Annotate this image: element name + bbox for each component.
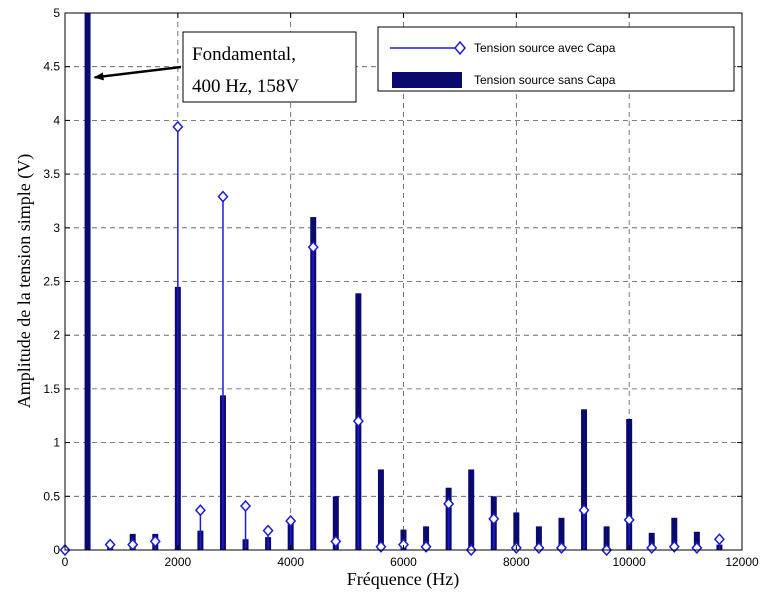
- y-tick-label: 0: [53, 543, 60, 557]
- bar-11200hz: [693, 531, 700, 550]
- bar-400hz: [84, 13, 91, 550]
- stem-marker-3600hz: [262, 524, 274, 537]
- y-tick-label: 0.5: [43, 489, 60, 503]
- stem-marker-10800hz: [668, 540, 680, 553]
- bar-10400hz: [648, 532, 655, 550]
- stem-marker-4800hz: [330, 535, 342, 548]
- annotation-line-1: Fondamental,: [192, 44, 296, 65]
- stem-marker-7600hz: [488, 512, 500, 525]
- x-axis-label: Fréquence (Hz): [347, 569, 459, 590]
- x-tick-label: 12000: [725, 555, 759, 569]
- legend: Tension source avec Capa Tension source …: [377, 26, 735, 92]
- stem-marker-5200hz: [352, 414, 364, 428]
- y-tick-label: 3.5: [43, 167, 60, 181]
- legend-diamond-marker: [454, 40, 466, 56]
- y-tick-label: 5: [53, 6, 60, 20]
- bar-6400hz: [423, 526, 430, 550]
- legend-bar-swatch: [392, 72, 462, 88]
- y-tick-label: 4.5: [43, 60, 60, 74]
- y-tick-label: 2: [53, 328, 60, 342]
- stem-marker-2800hz: [217, 190, 229, 203]
- bar-7200hz: [468, 469, 475, 550]
- legend-entry-sans-capa: Tension source sans Capa: [474, 73, 616, 87]
- stem-marker-10000hz: [623, 513, 635, 527]
- y-tick-label: 1: [53, 436, 60, 450]
- annotation-box: [182, 31, 357, 103]
- bar-4800hz: [332, 496, 339, 550]
- tick-labels: 0 2000 4000 6000 8000 10000 12000 0 0.5 1 1.5 2 2.5 3…: [43, 6, 759, 569]
- legend-entry-avec-capa: Tension source avec Capa: [474, 41, 616, 55]
- stem-marker-6400hz: [420, 540, 432, 553]
- x-tick-label: 6000: [390, 555, 417, 569]
- stem-marker-11600hz: [713, 533, 725, 546]
- stem-marker-6800hz: [443, 497, 455, 510]
- stem-marker-9200hz: [578, 504, 590, 517]
- stem-marker-4000hz: [285, 514, 297, 528]
- stem-marker-2400hz: [194, 504, 206, 517]
- x-tick-label: 2000: [164, 555, 191, 569]
- stem-series-avec-capa: [59, 120, 725, 557]
- bar-9600hz: [603, 526, 610, 550]
- x-tick-label: 8000: [503, 555, 530, 569]
- annotation-arrow: [93, 65, 182, 81]
- stem-marker-2000hz: [172, 120, 184, 133]
- y-tick-label: 2.5: [43, 275, 60, 289]
- bar-10800hz: [671, 517, 678, 550]
- bar-5600hz: [377, 469, 384, 550]
- bar-8800hz: [558, 517, 565, 550]
- stem-marker-3200hz: [240, 499, 252, 513]
- bar-8000hz: [513, 512, 520, 550]
- y-axis-label: Amplitude de la tension simple (V): [14, 154, 35, 408]
- y-tick-label: 3: [53, 221, 60, 235]
- stem-marker-5600hz: [375, 540, 387, 553]
- bar-10000hz: [626, 418, 633, 550]
- stem-marker-4400hz: [307, 241, 319, 254]
- y-tick-label: 4: [53, 113, 60, 127]
- annotation-line-2: 400 Hz, 158V: [192, 76, 299, 97]
- fundamental-annotation: Fondamental, 400 Hz, 158V: [93, 31, 357, 103]
- bar-9200hz: [581, 409, 588, 550]
- y-tick-label: 1.5: [43, 382, 60, 396]
- x-tick-label: 4000: [277, 555, 304, 569]
- x-tick-label: 0: [62, 555, 69, 569]
- bar-8400hz: [535, 526, 542, 550]
- x-tick-label: 10000: [612, 555, 646, 569]
- stem-marker-1600hz: [149, 535, 161, 548]
- axis-ticks: [64, 12, 743, 551]
